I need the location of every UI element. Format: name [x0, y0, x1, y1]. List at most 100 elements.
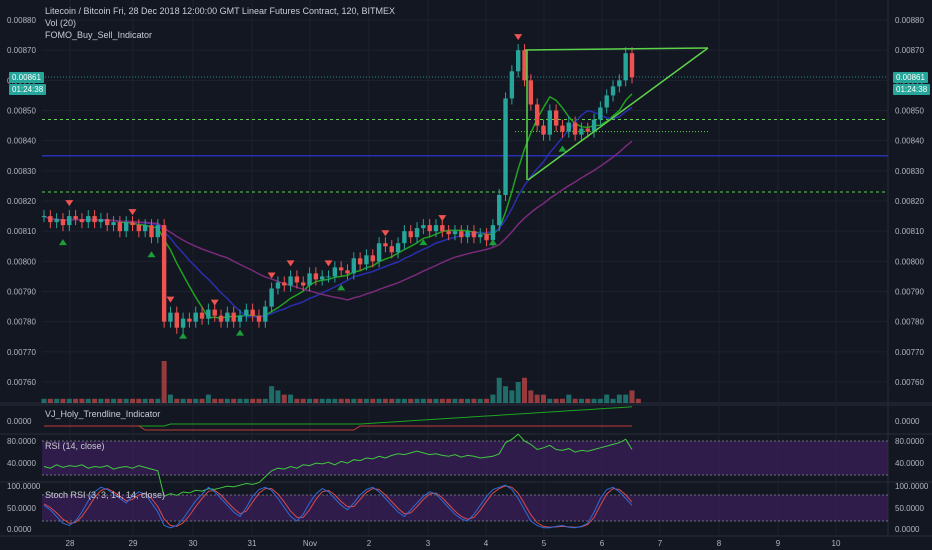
time-tick: 28: [66, 539, 75, 548]
sell-marker: [286, 260, 295, 267]
candle-body: [130, 222, 135, 226]
volume-bar: [578, 398, 584, 403]
volume-bar: [275, 390, 281, 403]
time-tick: 4: [484, 539, 489, 548]
volume-bar: [635, 398, 641, 403]
volume-bar: [566, 394, 572, 403]
volume-bar: [465, 398, 471, 403]
volume-bar: [477, 398, 483, 403]
volume-bar: [503, 386, 509, 403]
vj-trendline: [44, 406, 633, 427]
candle-body: [117, 222, 123, 232]
volume-bar: [326, 398, 332, 403]
volume-bar: [332, 398, 338, 403]
volume-bar: [559, 398, 565, 403]
volume-bar: [572, 398, 578, 403]
candle-body: [123, 222, 129, 232]
candle-body: [326, 276, 331, 278]
sell-marker: [514, 34, 523, 41]
volume-bar: [363, 398, 369, 403]
candle-body: [389, 246, 394, 253]
volume-bar: [98, 398, 104, 403]
volume-bar: [382, 398, 388, 403]
chart-grid: [0, 0, 932, 537]
candle-body: [288, 276, 293, 286]
volume-bar: [452, 398, 458, 403]
candle-body: [73, 216, 78, 220]
volume-bar: [123, 398, 129, 403]
candle-body: [541, 125, 546, 135]
sell-marker: [381, 230, 390, 237]
price-tick-right: 0.00770: [895, 348, 924, 357]
candle-body: [459, 231, 464, 238]
candle-body: [79, 219, 85, 223]
candle-body: [357, 258, 363, 265]
candle-body: [522, 50, 527, 81]
volume-bar: [496, 377, 502, 403]
time-tick: 10: [832, 539, 841, 548]
candle-body: [206, 309, 211, 319]
candle-body: [433, 225, 439, 232]
candle-body: [446, 231, 451, 235]
candle-body: [383, 243, 388, 247]
buy-marker: [179, 332, 188, 339]
sell-marker: [210, 299, 219, 306]
stoch-d-line: [43, 485, 633, 528]
candle-body: [319, 276, 325, 280]
candle-body: [408, 231, 413, 238]
candle-body: [269, 288, 274, 307]
volume-bar: [395, 398, 401, 403]
trendline-top: [524, 47, 709, 51]
sell-marker: [324, 260, 333, 267]
candle-body: [168, 312, 173, 322]
candle-body: [421, 225, 426, 229]
volume-bar: [186, 398, 192, 403]
volume-bar: [376, 398, 382, 403]
candle-body: [553, 110, 559, 126]
moving-averages: [43, 93, 633, 320]
volume-bar: [85, 398, 91, 403]
volume-bar: [616, 394, 622, 403]
ma-green: [43, 93, 633, 320]
time-tick: 30: [189, 539, 198, 548]
volume-bar: [243, 398, 249, 403]
candle-body: [111, 222, 116, 226]
time-tick: 2: [367, 539, 372, 548]
volume-bar: [357, 398, 363, 403]
volume-bar: [212, 398, 218, 403]
volume-bar: [585, 398, 591, 403]
candle-body: [187, 318, 192, 322]
candle-body: [515, 50, 521, 72]
volume-bar: [623, 394, 629, 403]
countdown-tag-right: 01:24:38: [893, 84, 931, 95]
candle-body: [174, 312, 179, 328]
volume-bar: [250, 398, 256, 403]
ma-purple: [43, 140, 633, 301]
volume-bar: [269, 386, 275, 403]
candle-body: [313, 273, 319, 280]
trendline-indicator-legend: VJ_Holy_Trendline_Indicator: [45, 409, 161, 419]
candle-body: [364, 255, 369, 265]
price-tick-left: 0.00870: [7, 46, 36, 55]
candle-body: [579, 128, 584, 135]
volume-bar: [256, 398, 262, 403]
candle-body: [610, 86, 616, 96]
buy-marker: [419, 239, 428, 246]
price-tick-left: 0.00880: [7, 16, 36, 25]
price-tick-left: 0.00830: [7, 167, 36, 176]
candle-body: [402, 231, 407, 244]
candle-body: [332, 267, 338, 277]
stoch-k-line: [43, 484, 633, 529]
time-tick: 3: [426, 539, 431, 548]
candle-body: [440, 225, 445, 232]
vj-trendline-red: [44, 425, 632, 431]
volume-bar: [414, 398, 420, 403]
volume-bar: [597, 398, 603, 403]
volume-bar: [180, 398, 186, 403]
candle-body: [307, 273, 312, 286]
price-tick-right: 0.00870: [895, 46, 924, 55]
candle-body: [142, 225, 148, 232]
time-tick: 31: [248, 539, 257, 548]
candle-body: [218, 315, 224, 322]
